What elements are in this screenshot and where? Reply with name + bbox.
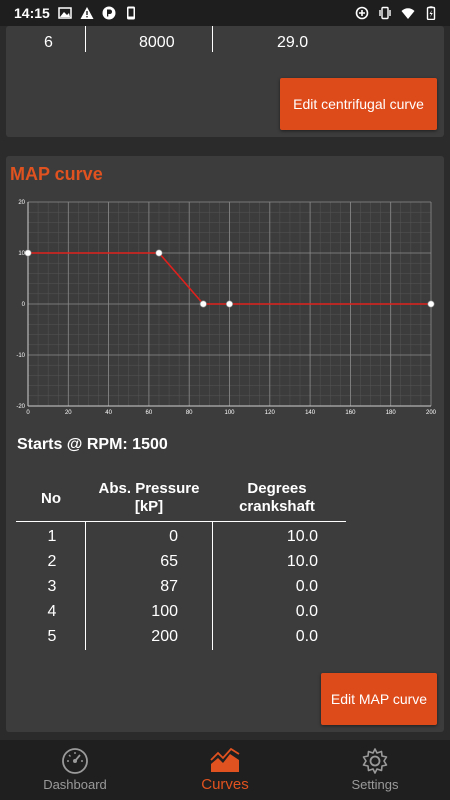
y-tick-label: 10 xyxy=(18,251,25,257)
centrifugal-curve-card: 6 8000 29.0 Edit centrifugal curve xyxy=(6,26,444,137)
column-divider xyxy=(85,522,86,650)
area-chart-icon xyxy=(210,748,240,772)
table-row: 2 65 10.0 xyxy=(16,553,346,575)
table-row: 1 0 10.0 xyxy=(16,528,346,550)
row-degrees: 29.0 xyxy=(277,34,309,51)
wifi-icon xyxy=(401,8,415,19)
row-no: 3 xyxy=(47,578,57,595)
vibrate-icon xyxy=(379,6,391,20)
row-no: 4 xyxy=(47,603,57,620)
nav-label: Dashboard xyxy=(43,777,107,792)
header-degrees: Degrees crankshaft xyxy=(239,480,315,515)
row-no: 5 xyxy=(47,628,57,645)
row-degrees: 0.0 xyxy=(295,578,318,595)
phone-icon xyxy=(126,6,135,20)
speedometer-icon xyxy=(62,748,88,774)
nav-item-settings[interactable]: Settings xyxy=(300,740,450,800)
nav-label: Curves xyxy=(201,776,249,793)
row-pressure: 200 xyxy=(151,628,178,645)
x-tick-label: 20 xyxy=(65,410,72,416)
y-tick-label: 20 xyxy=(18,200,25,206)
x-tick-label: 100 xyxy=(224,410,235,416)
x-tick-label: 40 xyxy=(105,410,112,416)
parking-icon xyxy=(102,6,116,20)
data-point xyxy=(226,300,234,308)
column-divider xyxy=(85,26,86,52)
bottom-navigation: Dashboard Curves Settings xyxy=(0,740,450,800)
header-divider xyxy=(16,521,346,522)
edit-centrifugal-curve-button[interactable]: Edit centrifugal curve xyxy=(280,78,437,130)
column-divider xyxy=(212,26,213,52)
image-icon xyxy=(58,7,72,19)
table-row: 3 87 0.0 xyxy=(16,578,346,600)
data-point xyxy=(427,300,435,308)
data-saver-icon xyxy=(355,6,369,20)
x-tick-label: 160 xyxy=(345,410,356,416)
card-title: MAP curve xyxy=(10,164,103,184)
warning-icon xyxy=(80,7,94,19)
row-degrees: 10.0 xyxy=(286,553,318,570)
table-row: 4 100 0.0 xyxy=(16,603,346,625)
data-point xyxy=(199,300,207,308)
x-tick-label: 140 xyxy=(305,410,316,416)
header-pressure: Abs. Pressure [kP] xyxy=(98,480,200,515)
data-point xyxy=(155,249,163,257)
x-tick-label: 80 xyxy=(186,410,193,416)
table-row: 5 200 0.0 xyxy=(16,628,346,650)
x-tick-label: 0 xyxy=(26,410,30,416)
edit-map-curve-button[interactable]: Edit MAP curve xyxy=(321,673,437,725)
y-tick-label: -20 xyxy=(16,404,25,410)
x-tick-label: 120 xyxy=(265,410,276,416)
gear-icon xyxy=(362,748,388,774)
row-degrees: 10.0 xyxy=(286,528,318,545)
nav-item-dashboard[interactable]: Dashboard xyxy=(0,740,150,800)
row-no: 2 xyxy=(47,553,57,570)
y-tick-label: 0 xyxy=(22,302,26,308)
table-row: 6 8000 29.0 xyxy=(6,32,444,56)
status-bar: 14:15 xyxy=(0,0,450,26)
column-divider xyxy=(212,522,213,650)
row-degrees: 0.0 xyxy=(295,628,318,645)
row-pressure: 87 xyxy=(160,578,178,595)
y-tick-label: -10 xyxy=(16,353,25,359)
row-pressure: 100 xyxy=(151,603,178,620)
nav-label: Settings xyxy=(351,777,399,792)
row-no: 1 xyxy=(47,528,57,545)
row-no: 6 xyxy=(44,34,53,51)
x-tick-label: 200 xyxy=(426,410,437,416)
battery-icon xyxy=(426,6,436,20)
row-pressure: 65 xyxy=(160,553,178,570)
data-point xyxy=(24,249,32,257)
status-time: 14:15 xyxy=(14,5,50,21)
row-rpm: 8000 xyxy=(139,34,175,51)
map-curve-card: MAP curve 0 20 40 60 80 100 120 140 160 180 200 20 1… xyxy=(6,156,444,732)
starts-rpm-label: Starts @ RPM: 1500 xyxy=(17,436,168,453)
header-no: No xyxy=(41,490,61,507)
x-tick-label: 60 xyxy=(146,410,153,416)
nav-item-curves[interactable]: Curves xyxy=(150,740,300,800)
row-pressure: 0 xyxy=(169,528,178,545)
x-tick-label: 180 xyxy=(386,410,397,416)
row-degrees: 0.0 xyxy=(295,603,318,620)
